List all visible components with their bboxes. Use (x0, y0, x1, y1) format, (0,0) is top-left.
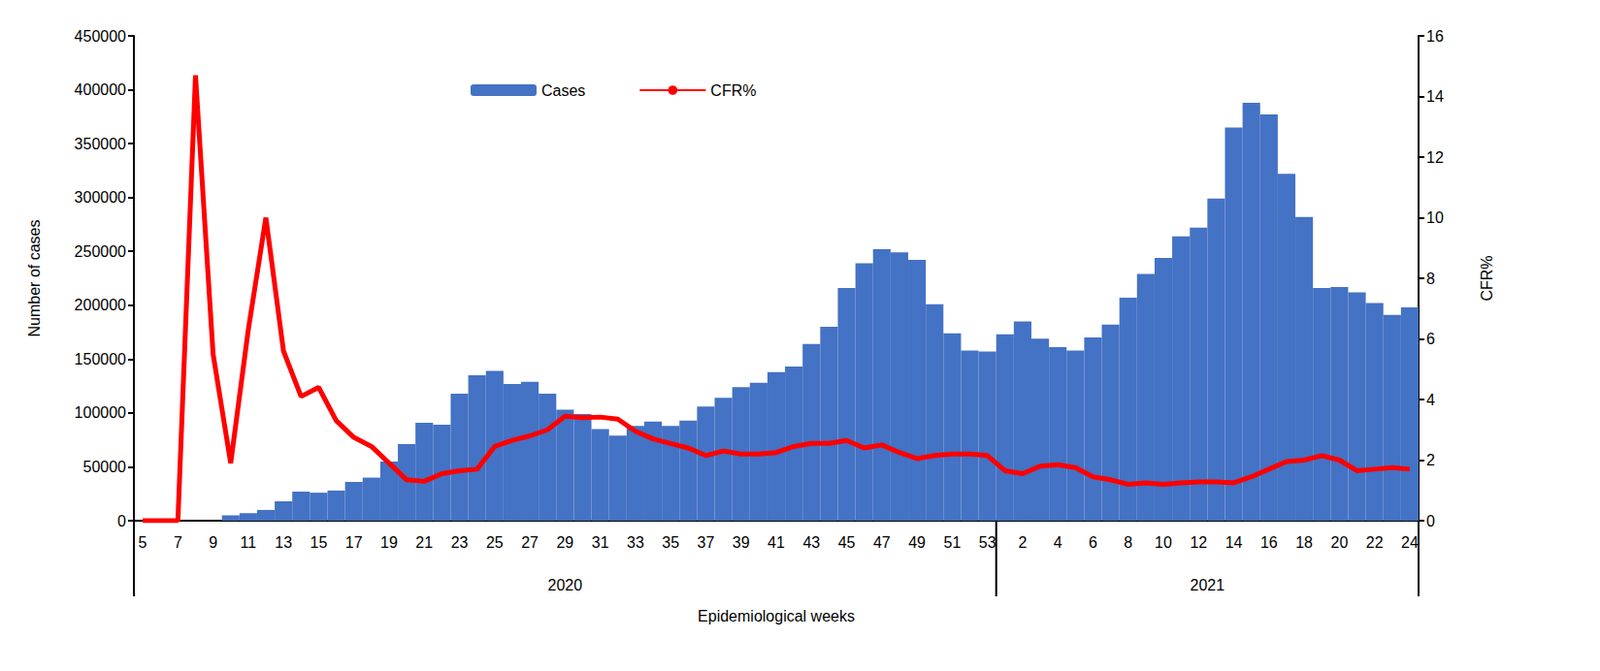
svg-text:13: 13 (274, 534, 293, 552)
svg-text:33: 33 (626, 534, 645, 552)
svg-text:43: 43 (802, 534, 820, 552)
svg-text:250000: 250000 (74, 243, 127, 261)
svg-text:6: 6 (1426, 330, 1436, 348)
svg-text:50000: 50000 (83, 458, 128, 476)
svg-text:4: 4 (1426, 391, 1436, 409)
svg-text:47: 47 (873, 534, 891, 552)
svg-text:51: 51 (943, 534, 961, 552)
svg-text:31: 31 (591, 534, 610, 552)
svg-text:Number of cases: Number of cases (26, 220, 43, 338)
svg-text:450000: 450000 (74, 28, 127, 45)
svg-text:17: 17 (345, 534, 363, 552)
svg-text:2021: 2021 (1190, 577, 1226, 594)
svg-text:350000: 350000 (74, 135, 127, 153)
svg-text:16: 16 (1260, 534, 1278, 552)
svg-text:8: 8 (1123, 534, 1133, 552)
svg-text:23: 23 (451, 534, 469, 552)
svg-text:2020: 2020 (548, 577, 584, 594)
svg-text:14: 14 (1225, 534, 1243, 552)
svg-text:150000: 150000 (74, 351, 127, 368)
svg-text:4: 4 (1053, 534, 1063, 552)
svg-text:7: 7 (173, 534, 183, 552)
svg-text:49: 49 (908, 534, 926, 552)
svg-text:16: 16 (1426, 28, 1444, 45)
svg-text:41: 41 (767, 534, 785, 552)
svg-text:0: 0 (1426, 513, 1436, 530)
svg-text:9: 9 (208, 534, 218, 552)
svg-text:CFR%: CFR% (710, 82, 756, 99)
svg-text:19: 19 (380, 534, 398, 552)
svg-text:0: 0 (117, 513, 127, 530)
svg-text:5: 5 (138, 534, 148, 552)
svg-text:Epidemiological weeks: Epidemiological weeks (697, 608, 855, 625)
svg-text:CFR%: CFR% (1478, 255, 1496, 301)
svg-text:22: 22 (1366, 534, 1384, 552)
svg-text:29: 29 (555, 534, 574, 552)
svg-text:100000: 100000 (74, 404, 127, 422)
svg-text:400000: 400000 (74, 81, 127, 98)
svg-text:200000: 200000 (74, 296, 127, 314)
svg-text:39: 39 (732, 534, 751, 552)
svg-text:10: 10 (1154, 534, 1173, 552)
svg-text:8: 8 (1426, 270, 1436, 288)
svg-text:300000: 300000 (74, 189, 127, 206)
svg-text:24: 24 (1401, 534, 1419, 552)
svg-text:25: 25 (486, 534, 504, 552)
svg-text:45: 45 (838, 534, 856, 552)
svg-text:12: 12 (1189, 534, 1208, 552)
svg-text:15: 15 (310, 534, 328, 552)
svg-text:6: 6 (1088, 534, 1098, 552)
svg-text:11: 11 (240, 534, 258, 552)
svg-text:53: 53 (979, 534, 997, 552)
svg-text:35: 35 (661, 534, 680, 552)
svg-text:20: 20 (1330, 534, 1348, 552)
svg-text:12: 12 (1426, 149, 1444, 166)
svg-text:14: 14 (1426, 88, 1444, 105)
svg-text:10: 10 (1426, 209, 1444, 227)
svg-text:18: 18 (1295, 534, 1313, 552)
svg-text:2: 2 (1017, 534, 1027, 552)
svg-text:37: 37 (697, 534, 716, 552)
svg-text:Cases: Cases (541, 82, 586, 99)
svg-text:2: 2 (1426, 452, 1436, 469)
svg-text:27: 27 (521, 534, 539, 552)
svg-text:21: 21 (415, 534, 433, 552)
